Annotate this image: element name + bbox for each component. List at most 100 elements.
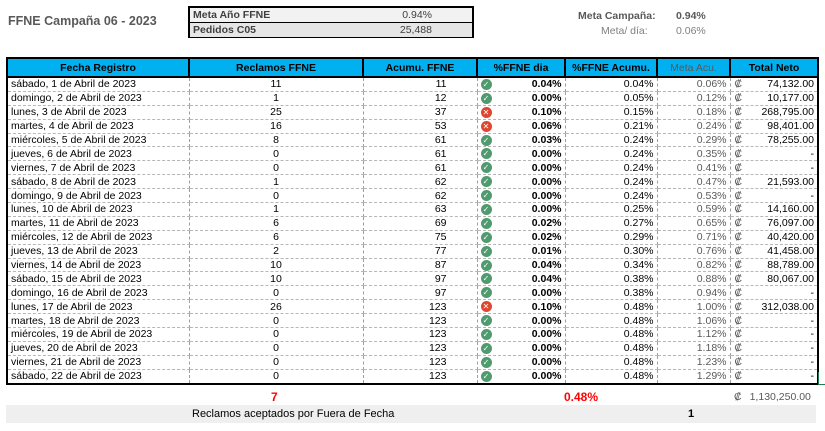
cell-total-neto[interactable]: ₡ -	[729, 146, 819, 162]
cell-fecha[interactable]: martes, 4 de Abril de 2023	[6, 119, 190, 134]
cell-meta-acu[interactable]: 0.59%	[656, 202, 731, 217]
cell-total-neto[interactable]: ₡ 88,789.00	[729, 258, 819, 273]
cell-acum[interactable]: 123	[362, 341, 478, 356]
cell-pct-acum[interactable]: 0.34%	[564, 258, 658, 273]
cell-meta-acu[interactable]: 0.53%	[656, 188, 731, 204]
cell-pct-acum[interactable]: 0.48%	[564, 313, 658, 329]
cell-acum[interactable]: 61	[362, 146, 478, 162]
cell-pct-acum[interactable]: 0.15%	[564, 105, 658, 120]
cell-pct-dia[interactable]: ✓ 0.01%	[476, 244, 566, 259]
cell-total-neto[interactable]: ₡ 78,255.00	[729, 133, 819, 148]
cell-pct-acum[interactable]: 0.48%	[564, 327, 658, 342]
header-pct-acum[interactable]: %FFNE Acumu.	[564, 57, 658, 78]
cell-fecha[interactable]: domingo, 16 de Abril de 2023	[6, 285, 190, 301]
cell-pct-dia[interactable]: ✓ 0.02%	[476, 216, 566, 231]
cell-fecha[interactable]: jueves, 20 de Abril de 2023	[6, 341, 190, 356]
cell-reclamos[interactable]: 16	[188, 119, 364, 134]
cell-pct-acum[interactable]: 0.21%	[564, 119, 658, 134]
cell-acum[interactable]: 61	[362, 160, 478, 176]
cell-total-neto[interactable]: ₡ 268,795.00	[729, 105, 819, 120]
cell-acum[interactable]: 97	[362, 285, 478, 301]
cell-pct-acum[interactable]: 0.30%	[564, 244, 658, 259]
cell-total-neto[interactable]: ₡ 76,097.00	[729, 216, 819, 231]
cell-reclamos[interactable]: 0	[188, 188, 364, 204]
cell-pct-dia[interactable]: ✕ 0.10%	[476, 299, 566, 315]
cell-total-neto[interactable]: ₡ -	[729, 285, 819, 301]
cell-reclamos[interactable]: 1	[188, 91, 364, 106]
cell-total-neto[interactable]: ₡ 74,132.00	[729, 77, 819, 92]
cell-meta-acu[interactable]: 0.47%	[656, 174, 731, 190]
cell-meta-acu[interactable]: 0.29%	[656, 133, 731, 148]
cell-total-neto[interactable]: ₡ -	[729, 369, 819, 385]
cell-acum[interactable]: 75	[362, 230, 478, 245]
cell-pct-dia[interactable]: ✓ 0.00%	[476, 285, 566, 301]
cell-pct-acum[interactable]: 0.48%	[564, 341, 658, 356]
cell-total-neto[interactable]: ₡ -	[729, 188, 819, 204]
cell-pct-dia[interactable]: ✓ 0.04%	[476, 77, 566, 92]
cell-reclamos[interactable]: 0	[188, 341, 364, 356]
cell-reclamos[interactable]: 1	[188, 202, 364, 217]
cell-total-neto[interactable]: ₡ 41,458.00	[729, 244, 819, 259]
cell-total-neto[interactable]: ₡ -	[729, 313, 819, 329]
cell-reclamos[interactable]: 0	[188, 285, 364, 301]
cell-total-neto[interactable]: ₡ -	[729, 355, 819, 370]
cell-pct-dia[interactable]: ✓ 0.00%	[476, 174, 566, 190]
cell-meta-acu[interactable]: 0.82%	[656, 258, 731, 273]
cell-total-neto[interactable]: ₡ 14,160.00	[729, 202, 819, 217]
cell-fecha[interactable]: lunes, 3 de Abril de 2023	[6, 105, 190, 120]
cell-acum[interactable]: 123	[362, 369, 478, 385]
cell-meta-acu[interactable]: 1.12%	[656, 327, 731, 342]
cell-reclamos[interactable]: 0	[188, 160, 364, 176]
cell-pct-dia[interactable]: ✓ 0.00%	[476, 91, 566, 106]
cell-total-neto[interactable]: ₡ -	[729, 341, 819, 356]
cell-acum[interactable]: 123	[362, 355, 478, 370]
cell-pct-dia[interactable]: ✓ 0.00%	[476, 327, 566, 342]
cell-reclamos[interactable]: 8	[188, 133, 364, 148]
cell-pct-acum[interactable]: 0.25%	[564, 202, 658, 217]
cell-reclamos[interactable]: 25	[188, 105, 364, 120]
cell-fecha[interactable]: miércoles, 19 de Abril de 2023	[6, 327, 190, 342]
cell-fecha[interactable]: miércoles, 5 de Abril de 2023	[6, 133, 190, 148]
cell-pct-dia[interactable]: ✓ 0.04%	[476, 258, 566, 273]
cell-reclamos[interactable]: 0	[188, 369, 364, 385]
cell-reclamos[interactable]: 10	[188, 271, 364, 287]
cell-fecha[interactable]: jueves, 13 de Abril de 2023	[6, 244, 190, 259]
cell-meta-acu[interactable]: 1.23%	[656, 355, 731, 370]
cell-reclamos[interactable]: 0	[188, 327, 364, 342]
cell-acum[interactable]: 123	[362, 299, 478, 315]
cell-meta-acu[interactable]: 0.65%	[656, 216, 731, 231]
cell-meta-acu[interactable]: 0.12%	[656, 91, 731, 106]
cell-pct-dia[interactable]: ✓ 0.00%	[476, 355, 566, 370]
cell-pct-acum[interactable]: 0.04%	[564, 77, 658, 92]
cell-fecha[interactable]: martes, 11 de Abril de 2023	[6, 216, 190, 231]
cell-reclamos[interactable]: 6	[188, 216, 364, 231]
cell-total-neto[interactable]: ₡ 10,177.00	[729, 91, 819, 106]
cell-meta-acu[interactable]: 0.76%	[656, 244, 731, 259]
cell-acum[interactable]: 63	[362, 202, 478, 217]
cell-meta-acu[interactable]: 1.18%	[656, 341, 731, 356]
header-pct-dia[interactable]: %FFNE dia	[476, 57, 566, 78]
cell-acum[interactable]: 11	[362, 77, 478, 92]
cell-pct-acum[interactable]: 0.27%	[564, 216, 658, 231]
cell-total-neto[interactable]: ₡ 312,038.00	[729, 299, 819, 315]
cell-acum[interactable]: 12	[362, 91, 478, 106]
cell-total-neto[interactable]: ₡ 21,593.00	[729, 174, 819, 190]
cell-pct-dia[interactable]: ✓ 0.00%	[476, 146, 566, 162]
cell-meta-acu[interactable]: 0.94%	[656, 285, 731, 301]
cell-acum[interactable]: 77	[362, 244, 478, 259]
cell-meta-acu[interactable]: 0.35%	[656, 146, 731, 162]
header-fecha[interactable]: Fecha Registro	[6, 57, 190, 78]
cell-fecha[interactable]: martes, 18 de Abril de 2023	[6, 313, 190, 329]
cell-fecha[interactable]: domingo, 2 de Abril de 2023	[6, 91, 190, 106]
cell-meta-acu[interactable]: 0.24%	[656, 119, 731, 134]
cell-fecha[interactable]: lunes, 17 de Abril de 2023	[6, 299, 190, 315]
cell-total-neto[interactable]: ₡ 98,401.00	[729, 119, 819, 134]
cell-pct-acum[interactable]: 0.24%	[564, 160, 658, 176]
cell-reclamos[interactable]: 10	[188, 258, 364, 273]
cell-fecha[interactable]: lunes, 10 de Abril de 2023	[6, 202, 190, 217]
cell-meta-acu[interactable]: 0.06%	[656, 77, 731, 92]
cell-pct-acum[interactable]: 0.29%	[564, 230, 658, 245]
cell-pct-dia[interactable]: ✓ 0.03%	[476, 133, 566, 148]
cell-pct-dia[interactable]: ✓ 0.00%	[476, 188, 566, 204]
cell-acum[interactable]: 62	[362, 188, 478, 204]
